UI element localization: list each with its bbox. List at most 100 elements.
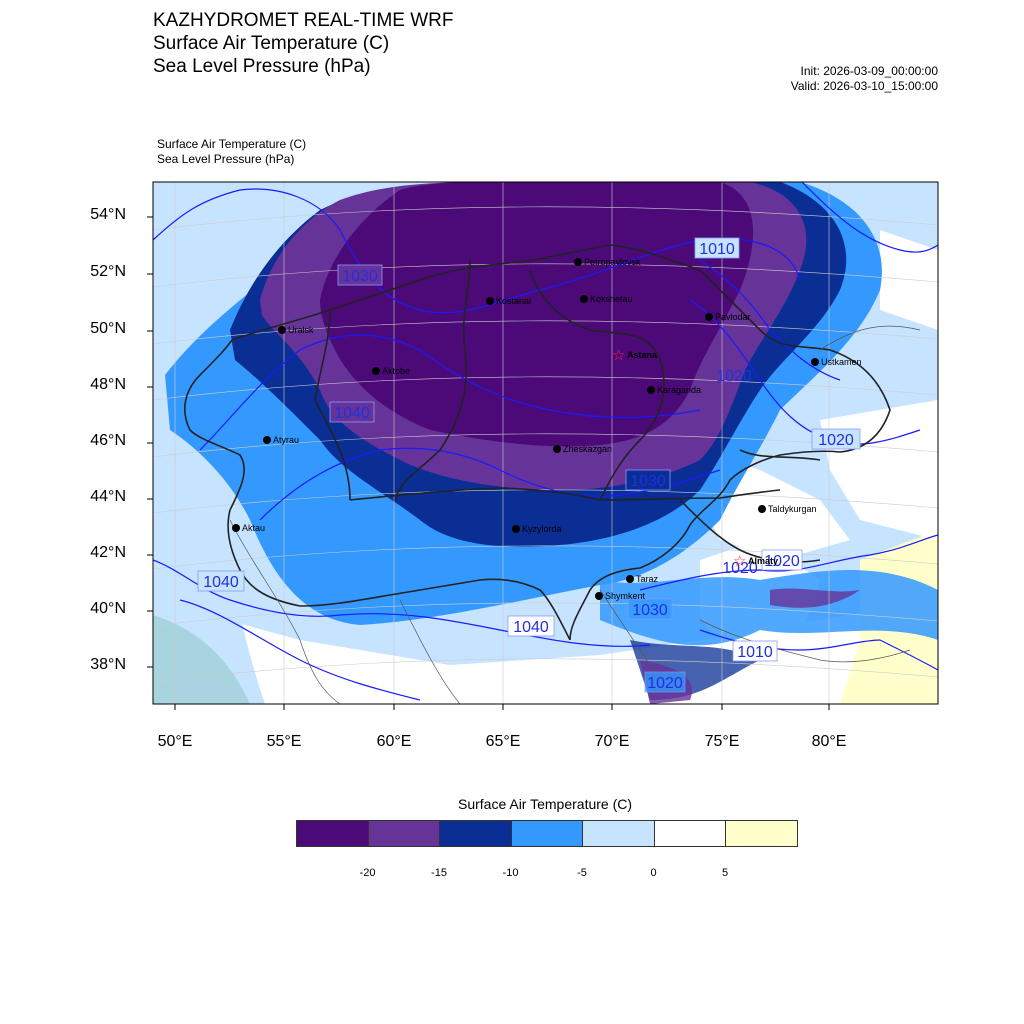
svg-text:Aktobe: Aktobe bbox=[382, 366, 410, 376]
colorbar-swatch bbox=[510, 820, 583, 847]
cities: Petropavlovsk Kostanai Kokshetau Uralsk … bbox=[232, 257, 862, 601]
isobar-label: 1040 bbox=[329, 401, 375, 423]
isobar-label: 1010 bbox=[732, 640, 778, 662]
svg-text:1030: 1030 bbox=[342, 268, 378, 285]
isobar-label: 1020 bbox=[716, 368, 752, 385]
lon-label: 70°E bbox=[594, 733, 630, 750]
isobar-label: 1020 bbox=[761, 549, 803, 571]
svg-text:Aktau: Aktau bbox=[242, 523, 265, 533]
lat-label: 38°N bbox=[90, 656, 126, 673]
svg-text:1010: 1010 bbox=[699, 241, 735, 258]
svg-text:Kokshetau: Kokshetau bbox=[590, 294, 633, 304]
valid-time: Valid: 2026-03-10_15:00:00 bbox=[790, 79, 938, 93]
svg-text:Pavlodar: Pavlodar bbox=[715, 312, 751, 322]
capital-marker: ☆ Almaty bbox=[733, 552, 778, 570]
svg-text:Zheskazgan: Zheskazgan bbox=[563, 444, 612, 454]
colorbar-label: -5 bbox=[577, 867, 587, 879]
svg-text:1010: 1010 bbox=[737, 644, 773, 661]
lat-label: 40°N bbox=[90, 600, 126, 617]
lat-label: 48°N bbox=[90, 376, 126, 393]
colorbar-label: 0 bbox=[650, 867, 657, 879]
svg-text:1030: 1030 bbox=[630, 473, 666, 490]
isobar-label: 1020 bbox=[811, 428, 861, 450]
city-marker: Atyrau bbox=[263, 435, 299, 445]
city-marker: Uralsk bbox=[278, 325, 314, 335]
isobar-label: 1040 bbox=[197, 570, 245, 592]
colorbar-swatch bbox=[653, 820, 726, 847]
colorbar-title: Surface Air Temperature (C) bbox=[457, 796, 633, 812]
isobar-label: 1030 bbox=[627, 598, 673, 620]
lon-label: 80°E bbox=[811, 733, 847, 750]
svg-text:1020: 1020 bbox=[647, 675, 683, 692]
colorbar-label: -15 bbox=[431, 867, 447, 879]
svg-text:Uralsk: Uralsk bbox=[288, 325, 314, 335]
isobar-label: 1030 bbox=[625, 469, 671, 491]
svg-text:☆: ☆ bbox=[612, 346, 625, 364]
lon-label: 65°E bbox=[485, 733, 521, 750]
colorbar-label: 5 bbox=[721, 867, 729, 879]
city-marker: Karaganda bbox=[647, 385, 701, 395]
lat-label: 54°N bbox=[90, 206, 126, 223]
city-marker: Shymkent bbox=[595, 591, 646, 601]
colorbar-swatch bbox=[439, 820, 512, 847]
svg-text:1020: 1020 bbox=[716, 368, 752, 385]
svg-text:1020: 1020 bbox=[818, 432, 854, 449]
lat-label: 42°N bbox=[90, 544, 126, 561]
lat-label: 44°N bbox=[90, 488, 126, 505]
svg-text:1040: 1040 bbox=[513, 619, 549, 636]
svg-text:Kostanai: Kostanai bbox=[496, 296, 531, 306]
svg-text:1020: 1020 bbox=[722, 560, 758, 577]
svg-text:Atyrau: Atyrau bbox=[273, 435, 299, 445]
svg-text:Kyzylorda: Kyzylorda bbox=[522, 524, 562, 534]
city-marker: Pavlodar bbox=[705, 312, 751, 322]
lon-label: 60°E bbox=[376, 733, 412, 750]
colorbar-label: -20 bbox=[359, 867, 376, 879]
svg-text:1030: 1030 bbox=[632, 602, 668, 619]
colorbar-swatch bbox=[367, 820, 440, 847]
colorbar-swatch bbox=[296, 820, 369, 847]
temperature-title: Surface Air Temperature (C) bbox=[153, 33, 390, 54]
svg-text:Ustkamen: Ustkamen bbox=[821, 357, 862, 367]
city-marker: Petropavlovsk bbox=[574, 257, 641, 267]
plot-subtitle-pressure: Sea Level Pressure (hPa) bbox=[157, 152, 295, 166]
isobar-label: 1030 bbox=[337, 264, 383, 286]
isobar-labels: 1010 1030 1040 1020 1030 1040 1040 1030 … bbox=[197, 237, 861, 693]
svg-text:1020: 1020 bbox=[764, 553, 800, 570]
lon-label: 75°E bbox=[704, 733, 740, 750]
city-marker: Taraz bbox=[626, 574, 659, 584]
svg-text:Taldykurgan: Taldykurgan bbox=[768, 504, 817, 514]
lat-label: 52°N bbox=[90, 263, 126, 280]
map-frame bbox=[147, 181, 939, 710]
colorbar-swatch bbox=[725, 820, 798, 847]
main-title: KAZHYDROMET REAL-TIME WRF bbox=[153, 10, 454, 31]
admin-borders bbox=[184, 244, 891, 641]
svg-text:1040: 1040 bbox=[203, 574, 239, 591]
colorbar-label: -10 bbox=[502, 867, 519, 879]
plot-subtitle-temperature: Surface Air Temperature (C) bbox=[157, 137, 307, 151]
pressure-title: Sea Level Pressure (hPa) bbox=[153, 56, 371, 77]
isobar-label: 1020 bbox=[722, 560, 758, 577]
isobar-label: 1010 bbox=[694, 237, 740, 259]
city-marker: Kostanai bbox=[486, 296, 531, 306]
city-marker: Kyzylorda bbox=[512, 524, 562, 534]
svg-text:Almaty: Almaty bbox=[748, 556, 778, 566]
city-marker: Taldykurgan bbox=[758, 504, 817, 514]
isobar-label: 1020 bbox=[644, 671, 686, 693]
lon-label: 50°E bbox=[157, 733, 193, 750]
svg-text:Astana: Astana bbox=[627, 350, 658, 360]
colorbar-swatch bbox=[582, 820, 655, 847]
svg-text:Taraz: Taraz bbox=[636, 574, 659, 584]
svg-text:Petropavlovsk: Petropavlovsk bbox=[584, 257, 641, 267]
capital-marker: ☆ Astana bbox=[612, 346, 658, 364]
lat-label: 46°N bbox=[90, 432, 126, 449]
svg-text:Shymkent: Shymkent bbox=[605, 591, 646, 601]
init-time: Init: 2026-03-09_00:00:00 bbox=[800, 64, 938, 78]
city-marker: Zheskazgan bbox=[553, 444, 612, 454]
city-marker: Aktobe bbox=[372, 366, 410, 376]
city-marker: Aktau bbox=[232, 523, 265, 533]
city-marker: Kokshetau bbox=[580, 294, 633, 304]
city-marker: Ustkamen bbox=[811, 357, 862, 367]
neighbour-borders bbox=[229, 325, 921, 704]
svg-text:Karaganda: Karaganda bbox=[657, 385, 701, 395]
